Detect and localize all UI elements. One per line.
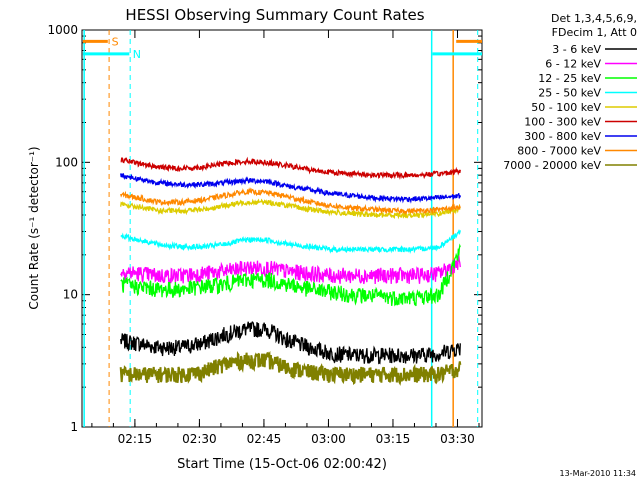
y-tick-label: 1000: [47, 23, 78, 37]
x-tick-label: 03:15: [376, 432, 411, 446]
y-axis-label: Count Rate (s⁻¹ detector⁻¹): [27, 146, 41, 309]
y-tick-label: 1: [70, 420, 78, 434]
y-tick-label: 10: [63, 288, 78, 302]
series-line-1: [120, 321, 461, 365]
legend-label: 300 - 800 keV: [524, 130, 601, 143]
series-line-6: [120, 156, 461, 180]
legend-label: 6 - 12 keV: [545, 58, 601, 71]
legend-header-1: Det 1,3,4,5,6,9,: [551, 12, 637, 25]
x-tick-label: 03:00: [311, 432, 346, 446]
legend-label: 3 - 6 keV: [552, 43, 601, 56]
saa-flag-label: S: [112, 35, 119, 48]
series-line-9: [119, 350, 462, 386]
legend-label: 100 - 300 keV: [524, 116, 601, 129]
legend-label: 7000 - 20000 keV: [503, 159, 601, 172]
legend-header-2: FDecim 1, Att 0: [552, 26, 637, 39]
legend-label: 25 - 50 keV: [538, 87, 601, 100]
x-tick-label: 02:30: [182, 432, 217, 446]
footer-date: 13-Mar-2010 11:34: [560, 469, 637, 478]
x-tick-label: 02:15: [118, 432, 153, 446]
series-line-2: [120, 254, 461, 285]
chart-title: HESSI Observing Summary Count Rates: [125, 6, 424, 24]
night-flag-label: N: [133, 48, 141, 61]
series-line-4: [120, 228, 461, 255]
legend-label: 800 - 7000 keV: [517, 145, 601, 158]
series-line-8: [120, 187, 461, 216]
legend-label: 12 - 25 keV: [538, 72, 601, 85]
legend-label: 50 - 100 keV: [531, 101, 601, 114]
x-tick-label: 02:45: [247, 432, 282, 446]
y-tick-label: 100: [55, 155, 78, 169]
x-axis-label: Start Time (15-Oct-06 02:00:42): [177, 457, 387, 472]
x-tick-label: 03:30: [440, 432, 475, 446]
plot-frame: [81, 29, 483, 428]
series-line-5: [120, 198, 461, 220]
series-line-3: [120, 243, 461, 307]
series-line-7: [120, 173, 461, 204]
